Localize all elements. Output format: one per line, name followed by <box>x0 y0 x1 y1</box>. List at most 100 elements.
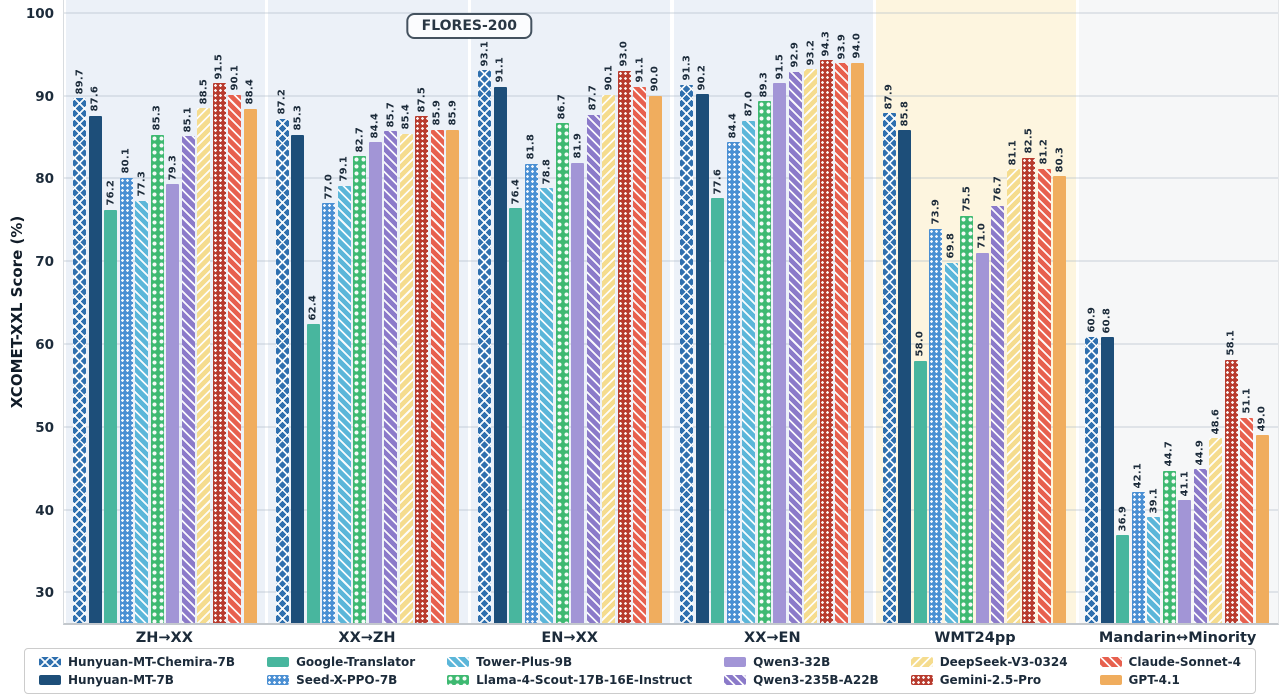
bar <box>197 108 211 623</box>
bar-value-label: 82.5 <box>1023 128 1035 154</box>
bar-wrap: 85.9 <box>446 100 460 623</box>
chart-title-badge: FLORES-200 <box>406 13 533 39</box>
bar <box>540 188 554 623</box>
bar <box>88 115 102 623</box>
bar-value-label: 85.7 <box>385 101 397 128</box>
bar-value-label: 91.3 <box>681 55 693 81</box>
gridline <box>64 425 1278 428</box>
gridline <box>64 591 1278 594</box>
bar-value-label: 81.1 <box>1007 139 1019 166</box>
bar-wrap: 85.3 <box>150 105 164 623</box>
bar-wrap: 93.9 <box>835 34 849 623</box>
bar-wrap: 87.2 <box>275 89 289 623</box>
legend-swatch-icon <box>724 657 747 667</box>
legend-column: Hunyuan-MT-Chemira-7B Hunyuan-MT-7B <box>39 655 235 687</box>
bar-wrap: 90.2 <box>695 65 709 623</box>
bar-wrap: 79.1 <box>337 156 351 623</box>
bar-value-label: 85.8 <box>899 100 911 127</box>
bar-wrap: 82.5 <box>1022 128 1036 623</box>
bar <box>384 131 398 623</box>
bar-wrap: 90.1 <box>602 65 616 623</box>
bar-wrap: 84.4 <box>726 113 740 623</box>
y-tick-label: 100 <box>25 5 54 22</box>
legend-item: Seed-X-PPO-7B <box>267 673 415 687</box>
bar-value-label: 93.0 <box>618 41 630 67</box>
legend-item: Tower-Plus-9B <box>447 655 692 669</box>
bar <box>929 228 943 623</box>
x-category-label: XX→ZH <box>338 630 396 646</box>
bar <box>680 84 694 623</box>
bar-wrap: 85.3 <box>291 105 305 623</box>
bar <box>306 324 320 623</box>
bar-wrap: 89.3 <box>757 72 771 623</box>
bar-wrap: 49.0 <box>1255 406 1269 623</box>
bar-value-label: 84.4 <box>727 112 739 139</box>
bar <box>788 71 802 623</box>
bar <box>275 118 289 623</box>
x-category-label: EN→XX <box>541 630 598 646</box>
bar <box>757 101 771 623</box>
bar <box>1147 517 1161 623</box>
bar-value-label: 85.3 <box>151 105 163 131</box>
bar <box>104 209 118 623</box>
bar-value-label: 87.6 <box>89 86 101 112</box>
bar-value-label: 79.1 <box>338 156 350 182</box>
bar <box>524 163 538 623</box>
bar <box>1006 169 1020 623</box>
bar-wrap: 60.8 <box>1100 308 1114 623</box>
bar-wrap: 82.7 <box>353 127 367 623</box>
bar-wrap: 89.7 <box>73 69 87 623</box>
bar <box>835 63 849 623</box>
bar-wrap: 76.2 <box>104 180 118 623</box>
y-tick-label: 80 <box>35 171 54 188</box>
legend-column: Google-Translator Seed-X-PPO-7B <box>267 655 415 687</box>
bar-value-label: 42.1 <box>1132 462 1144 489</box>
legend-column: Claude-Sonnet-4 GPT-4.1 <box>1099 655 1241 687</box>
bar <box>166 184 180 623</box>
bar-wrap: 58.0 <box>913 331 927 623</box>
bar-wrap: 84.4 <box>368 113 382 623</box>
bar-group: 93.1 91.1 76.4 81.8 78.8 86.7 81.9 87.7 90.1 93.0… <box>469 0 671 623</box>
y-tick-label: 70 <box>35 254 54 271</box>
legend-swatch-icon <box>39 657 61 667</box>
legend-label: DeepSeek-V3-0324 <box>939 655 1068 669</box>
bar-wrap: 91.3 <box>680 55 694 623</box>
legend-item: Qwen3-32B <box>724 655 879 669</box>
bar-wrap: 93.0 <box>617 41 631 623</box>
legend-label: Seed-X-PPO-7B <box>296 673 398 687</box>
legend-label: Google-Translator <box>296 655 416 669</box>
bar-value-label: 76.4 <box>510 178 522 205</box>
bar-wrap: 77.3 <box>135 171 149 623</box>
bar-value-label: 84.4 <box>369 112 381 139</box>
bar-value-label: 86.7 <box>556 93 568 119</box>
x-category-label: WMT24pp <box>934 630 1016 646</box>
bar-wrap: 44.9 <box>1193 440 1207 623</box>
bar-value-label: 77.3 <box>136 171 148 197</box>
bar <box>135 200 149 623</box>
bar-value-label: 90.2 <box>696 64 708 91</box>
bar-value-label: 60.9 <box>1086 307 1098 333</box>
bar-value-label: 90.0 <box>649 66 661 92</box>
bar-wrap: 88.5 <box>197 79 211 623</box>
bar-wrap: 51.1 <box>1240 388 1254 623</box>
bar-wrap: 80.3 <box>1053 147 1067 623</box>
bar-wrap: 60.9 <box>1085 307 1099 623</box>
legend-swatch-icon <box>724 675 747 685</box>
legend-swatch-icon <box>39 675 61 685</box>
bar-wrap: 85.8 <box>898 101 912 623</box>
legend-item: Gemini-2.5-Pro <box>910 673 1068 687</box>
gridline <box>64 11 1278 14</box>
bar-wrap: 91.1 <box>493 57 507 623</box>
bar <box>898 130 912 623</box>
bar <box>602 94 616 623</box>
bar <box>1022 157 1036 623</box>
bar <box>446 129 460 623</box>
bar <box>804 69 818 623</box>
gridline <box>64 260 1278 263</box>
bar <box>430 129 444 623</box>
bar <box>991 205 1005 623</box>
bar-wrap: 93.1 <box>478 41 492 623</box>
bar-value-label: 88.5 <box>198 78 210 105</box>
legend: Hunyuan-MT-Chemira-7B Hunyuan-MT-7B Google… <box>24 648 1256 694</box>
bar-value-label: 90.1 <box>603 65 615 91</box>
